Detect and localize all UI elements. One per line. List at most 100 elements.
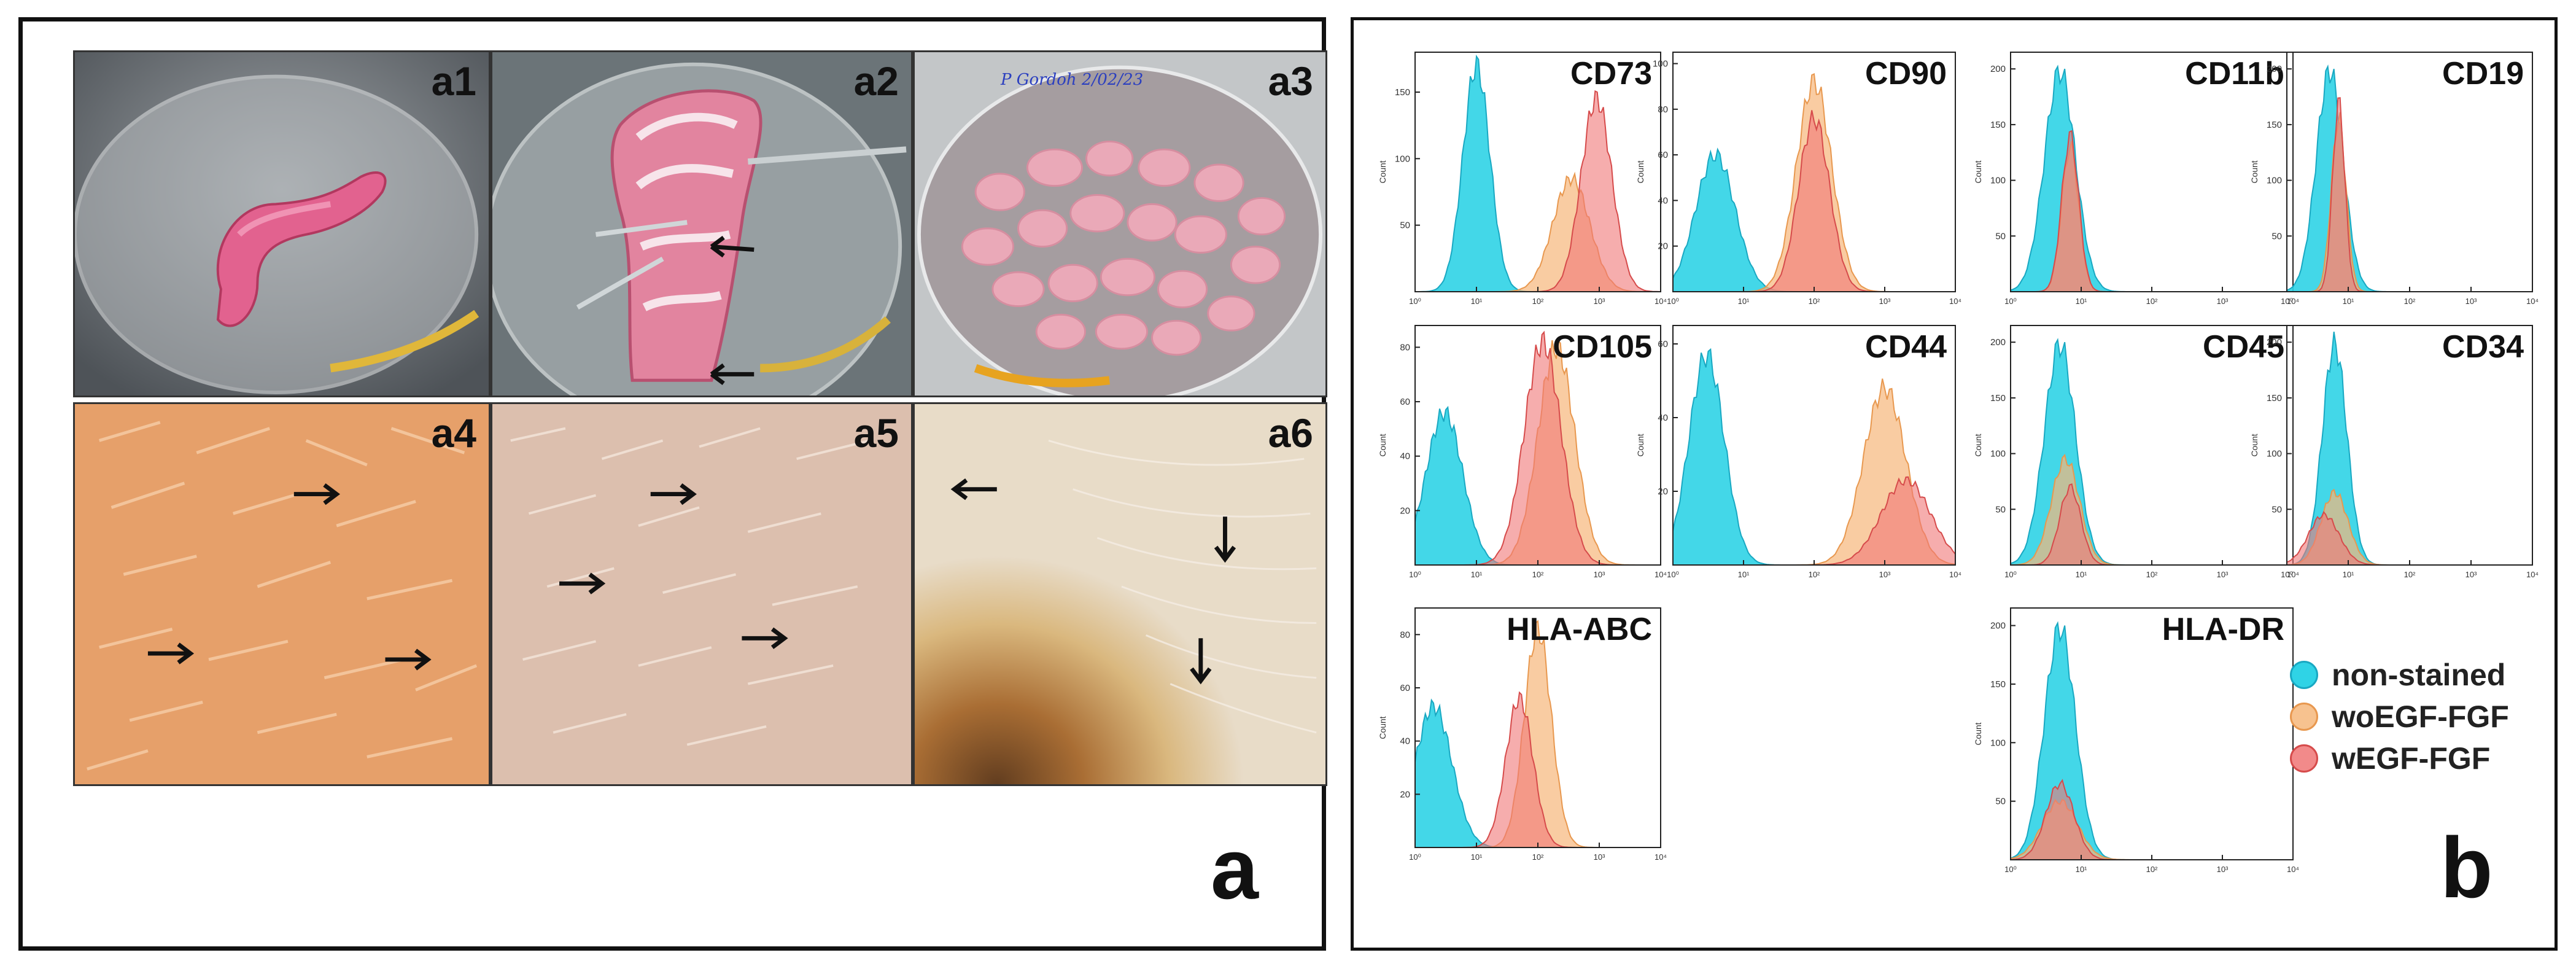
y-axis-label: Count: [1973, 722, 1983, 745]
x-tick-label: 10²: [1532, 852, 1544, 862]
x-tick-label: 10²: [2146, 570, 2158, 579]
legend-label: non-stained: [2332, 658, 2506, 692]
y-tick-label: 40: [1658, 195, 1668, 206]
y-tick-label: 80: [1400, 629, 1410, 640]
x-tick-label: 10³: [2217, 570, 2229, 579]
y-tick-label: 20: [1658, 486, 1668, 497]
x-tick-label: 10¹: [1738, 570, 1750, 579]
x-tick-label: 10⁴: [2526, 570, 2539, 579]
x-tick-label: 10²: [2404, 297, 2416, 306]
x-tick-label: 10³: [2465, 570, 2477, 579]
x-tick-label: 10⁴: [2526, 297, 2539, 306]
x-tick-label: 10¹: [2343, 570, 2354, 579]
y-tick-label: 150: [1990, 120, 2006, 130]
y-tick-label: 50: [1400, 220, 1410, 231]
x-tick-label: 10⁴: [1655, 297, 1667, 306]
y-tick-label: 60: [1400, 683, 1410, 693]
x-tick-label: 10³: [1594, 570, 1605, 579]
photo-label: a5: [853, 410, 899, 456]
histogram-series-3: [2286, 510, 2532, 566]
histogram-plot: 50 100 150 200 10⁰ 10¹ 10² 10³ 10⁴ Count CD19: [2249, 52, 2539, 306]
y-tick-label: 100: [1990, 176, 2006, 186]
x-tick-label: 10²: [1532, 297, 1544, 306]
x-tick-label: 10¹: [1738, 297, 1750, 306]
y-tick-label: 100: [2267, 176, 2282, 186]
y-axis-label: Count: [1973, 434, 1983, 456]
histogram-cd11b: 50 100 150 200 10⁰ 10¹ 10² 10³ 10⁴ Count CD11b: [1973, 52, 2299, 306]
y-tick-label: 100: [2267, 449, 2282, 459]
histogram-title: HLA-ABC: [1507, 612, 1652, 647]
y-axis-label: Count: [2249, 434, 2259, 456]
legend-label: wEGF-FGF: [2332, 741, 2491, 776]
y-tick-label: 20: [1400, 789, 1410, 800]
x-tick-label: 10⁴: [1655, 570, 1667, 579]
photo-label: a2: [853, 58, 899, 104]
histogram-cd19: 50 100 150 200 10⁰ 10¹ 10² 10³ 10⁴ Count CD19: [2249, 52, 2539, 306]
x-tick-label: 10¹: [2076, 297, 2087, 306]
histogram-plot: 20 40 60 80 100 10⁰ 10¹ 10² 10³ 10⁴ Count CD90: [1635, 52, 1961, 306]
y-axis-label: Count: [1378, 434, 1387, 456]
y-tick-label: 40: [1400, 451, 1410, 462]
y-tick-label: 100: [1653, 59, 1668, 69]
photo-a2-image: [492, 52, 911, 395]
y-tick-label: 60: [1658, 150, 1668, 160]
legend-label: woEGF-FGF: [2332, 699, 2509, 734]
histogram-plot: 50 100 150 10⁰ 10¹ 10² 10³ 10⁴ Count CD73: [1378, 52, 1667, 306]
histogram-cd34: 50 100 150 200 10⁰ 10¹ 10² 10³ 10⁴ Count CD34: [2249, 325, 2539, 579]
legend-item-wegf-fgf: wEGF-FGF: [2290, 738, 2509, 779]
x-tick-label: 10¹: [1471, 297, 1483, 306]
x-tick-label: 10³: [1594, 297, 1605, 306]
histogram-plot: 20 40 60 80 10⁰ 10¹ 10² 10³ 10⁴ Count CD105: [1378, 325, 1667, 579]
photo-a5: a5: [491, 402, 913, 786]
x-tick-label: 10³: [2465, 297, 2477, 306]
x-tick-label: 10⁰: [2004, 570, 2017, 579]
y-tick-label: 50: [2271, 231, 2282, 241]
histogram-plot: 50 100 150 200 10⁰ 10¹ 10² 10³ 10⁴ Count CD45: [1973, 325, 2299, 579]
histogram-plot: 20 40 60 80 10⁰ 10¹ 10² 10³ 10⁴ Count HLA-ABC: [1378, 607, 1667, 862]
x-tick-label: 10¹: [2076, 865, 2087, 874]
y-tick-label: 50: [1995, 231, 2006, 241]
legend-swatch-non-stained: [2290, 661, 2318, 689]
histogram-hla-dr: 50 100 150 200 10⁰ 10¹ 10² 10³ 10⁴ Count HLA-DR: [1973, 607, 2299, 874]
photo-a4: a4: [73, 402, 491, 786]
x-tick-label: 10⁰: [1409, 570, 1421, 579]
histogram-title: CD44: [1865, 329, 1947, 365]
histogram-cd73: 50 100 150 10⁰ 10¹ 10² 10³ 10⁴ Count CD73: [1378, 52, 1667, 306]
y-tick-label: 150: [2267, 393, 2282, 403]
histogram-hla-abc: 20 40 60 80 10⁰ 10¹ 10² 10³ 10⁴ Count HLA-ABC: [1378, 607, 1667, 862]
photo-label: a4: [431, 410, 476, 456]
photo-a1-image: [75, 52, 489, 395]
x-tick-label: 10¹: [1471, 570, 1483, 579]
y-axis-label: Count: [1635, 160, 1645, 183]
x-tick-label: 10⁰: [2004, 297, 2017, 306]
histogram-title: CD90: [1865, 56, 1947, 92]
histogram-title: CD19: [2442, 56, 2524, 92]
x-tick-label: 10⁰: [1667, 297, 1679, 306]
panel-b-letter: b: [2440, 819, 2493, 916]
x-tick-label: 10²: [2404, 570, 2416, 579]
y-tick-label: 200: [1990, 337, 2006, 348]
photo-a3-image: [915, 52, 1325, 395]
photo-label: a6: [1268, 410, 1313, 456]
histogram-series-3: [2010, 779, 2293, 860]
x-tick-label: 10⁰: [1409, 297, 1421, 306]
photo-a6: a6: [913, 402, 1327, 786]
photo-a1: a1: [73, 50, 491, 397]
photo-label: a1: [431, 58, 476, 104]
histogram-cd45: 50 100 150 200 10⁰ 10¹ 10² 10³ 10⁴ Count CD45: [1973, 325, 2299, 579]
y-axis-label: Count: [1378, 160, 1387, 183]
histogram-title: CD73: [1570, 56, 1652, 92]
histogram-cd44: 20 40 60 10⁰ 10¹ 10² 10³ 10⁴ Count CD44: [1635, 325, 1961, 579]
y-tick-label: 80: [1658, 104, 1668, 115]
legend-swatch-wegf-fgf: [2290, 744, 2318, 773]
x-tick-label: 10²: [1532, 570, 1544, 579]
histogram-plot: 50 100 150 200 10⁰ 10¹ 10² 10³ 10⁴ Count HLA-DR: [1973, 607, 2299, 874]
histogram-title: CD11b: [2185, 56, 2284, 92]
legend-item-woegf-fgf: woEGF-FGF: [2290, 696, 2509, 738]
y-tick-label: 50: [1995, 797, 2006, 807]
y-tick-label: 100: [1990, 738, 2006, 748]
x-tick-label: 10⁴: [2287, 570, 2299, 579]
y-tick-label: 100: [1395, 154, 1410, 164]
x-tick-label: 10¹: [2343, 297, 2354, 306]
photo-a3: P Gordoh 2/02/23 a3: [913, 50, 1327, 397]
